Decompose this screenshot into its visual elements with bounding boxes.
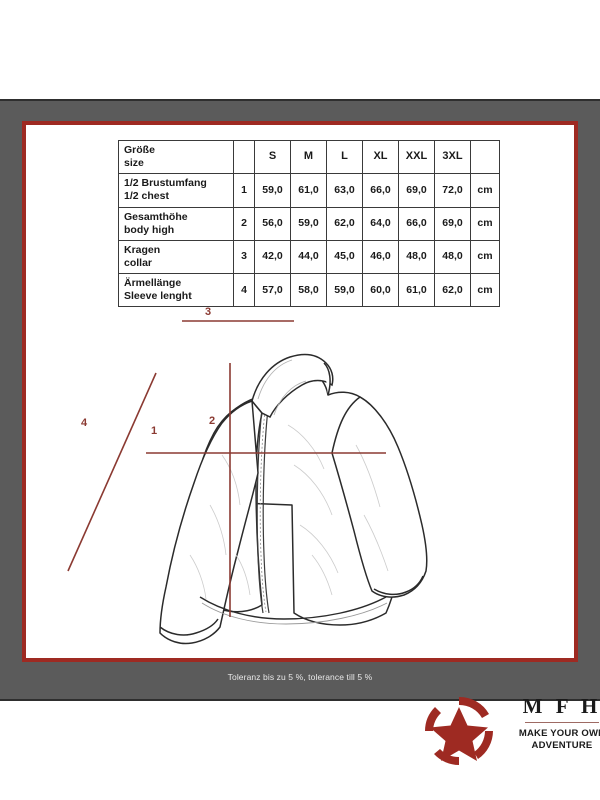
row-index: 4 (233, 272, 255, 308)
logo-wordmark: M F H MAKE YOUR OWN ADVENTURE (503, 696, 600, 753)
row-label-body-high: Gesamthöhe body high (118, 206, 234, 241)
row-label-chest: 1/2 Brustumfang 1/2 chest (118, 173, 234, 208)
row-index: 1 (233, 173, 255, 208)
measure-label-body-high: 2 (209, 415, 216, 427)
zipper-teeth (259, 410, 267, 613)
row-label-de: 1/2 Brustumfang (124, 177, 207, 190)
cell-l: 62,0 (326, 206, 363, 241)
cell-xl: 46,0 (362, 239, 399, 275)
collar (251, 353, 334, 419)
header-size-s: S (254, 139, 291, 175)
table-row: 1/2 Brustumfang 1/2 chest 1 59,0 61,0 63… (118, 173, 500, 208)
size-chart-card: Größe size S M L XL XXL 3XL 1/2 Brustumf… (22, 121, 600, 765)
cell-l: 45,0 (326, 239, 363, 275)
measure-label-chest: 1 (151, 425, 158, 437)
row-index: 2 (233, 206, 255, 241)
header-label-en: size (124, 157, 144, 170)
cell-xl: 66,0 (362, 173, 399, 208)
star-logo-icon (425, 696, 493, 765)
row-unit: cm (470, 173, 500, 208)
table-header-row: Größe size S M L XL XXL 3XL (118, 139, 500, 175)
cell-xl: 60,0 (362, 272, 399, 308)
row-label-sleeve: Ärmellänge Sleeve lenght (118, 272, 234, 308)
cell-3xl: 69,0 (434, 206, 471, 241)
row-label-de: Ärmellänge (124, 277, 182, 289)
right-sleeve (331, 396, 428, 598)
cell-m: 58,0 (290, 272, 327, 308)
cell-xxl: 61,0 (398, 272, 435, 308)
jacket-illustration (67, 320, 428, 645)
cell-s: 56,0 (254, 206, 291, 241)
row-unit: cm (470, 272, 500, 308)
zipper-placket (256, 408, 270, 614)
cell-m: 59,0 (290, 206, 327, 241)
tolerance-note: Toleranz bis zu 5 %, tolerance till 5 % (227, 672, 373, 682)
collar-stitching (257, 359, 307, 416)
header-label-de: Größe (124, 144, 155, 156)
row-unit: cm (470, 239, 500, 275)
header-index-cell (233, 139, 255, 175)
cell-xxl: 69,0 (398, 173, 435, 208)
cell-xxl: 48,0 (398, 239, 435, 275)
jacket-diagram: 1 2 3 4 (26, 305, 574, 660)
header-size-m: M (290, 139, 327, 175)
cell-xl: 64,0 (362, 206, 399, 241)
hem (199, 596, 387, 620)
cell-3xl: 48,0 (434, 239, 471, 275)
star-icon (430, 707, 488, 761)
brand-name: M F H (522, 694, 600, 718)
hem-stitching (201, 602, 388, 625)
cell-3xl: 72,0 (434, 173, 471, 208)
left-sleeve (159, 399, 259, 645)
cell-xxl: 66,0 (398, 206, 435, 241)
measure-label-collar: 3 (205, 306, 212, 318)
row-unit: cm (470, 206, 500, 241)
row-label-de: Gesamthöhe (124, 210, 188, 223)
row-label-en: collar (124, 256, 153, 269)
row-label-en: body high (124, 223, 175, 236)
cell-s: 57,0 (254, 272, 291, 308)
cell-m: 61,0 (290, 173, 327, 208)
row-label-en: 1/2 chest (124, 190, 169, 203)
tagline-line-1: MAKE YOUR OWN (518, 728, 600, 739)
measure-label-sleeve-length: 4 (81, 417, 88, 429)
cell-s: 42,0 (254, 239, 291, 275)
cell-l: 59,0 (326, 272, 363, 308)
cell-m: 44,0 (290, 239, 327, 275)
cell-s: 59,0 (254, 173, 291, 208)
fabric-fold-lines (189, 424, 389, 600)
header-size-xl: XL (362, 139, 399, 175)
cell-3xl: 62,0 (434, 272, 471, 308)
row-label-en: Sleeve lenght (124, 290, 192, 303)
table-row: Ärmellänge Sleeve lenght 4 57,0 58,0 59,… (118, 272, 500, 308)
table-row: Gesamthöhe body high 2 56,0 59,0 62,0 64… (118, 206, 500, 241)
measure-line-sleeve (67, 372, 157, 572)
size-table: Größe size S M L XL XXL 3XL 1/2 Brustumf… (118, 139, 500, 308)
row-label-collar: Kragen collar (118, 239, 234, 275)
logo-divider (525, 722, 599, 723)
header-label-cell: Größe size (118, 139, 234, 175)
header-size-3xl: 3XL (434, 139, 471, 175)
table-row: Kragen collar 3 42,0 44,0 45,0 46,0 48,0… (118, 239, 500, 275)
row-index: 3 (233, 239, 255, 275)
mfh-logo: M F H MAKE YOUR OWN ADVENTURE (421, 690, 600, 775)
tagline-line-2: ADVENTURE (531, 740, 593, 752)
header-size-xxl: XXL (398, 139, 435, 175)
row-label-de: Kragen (124, 243, 161, 256)
header-unit-cell (470, 139, 500, 175)
cell-l: 63,0 (326, 173, 363, 208)
header-size-l: L (326, 139, 363, 175)
